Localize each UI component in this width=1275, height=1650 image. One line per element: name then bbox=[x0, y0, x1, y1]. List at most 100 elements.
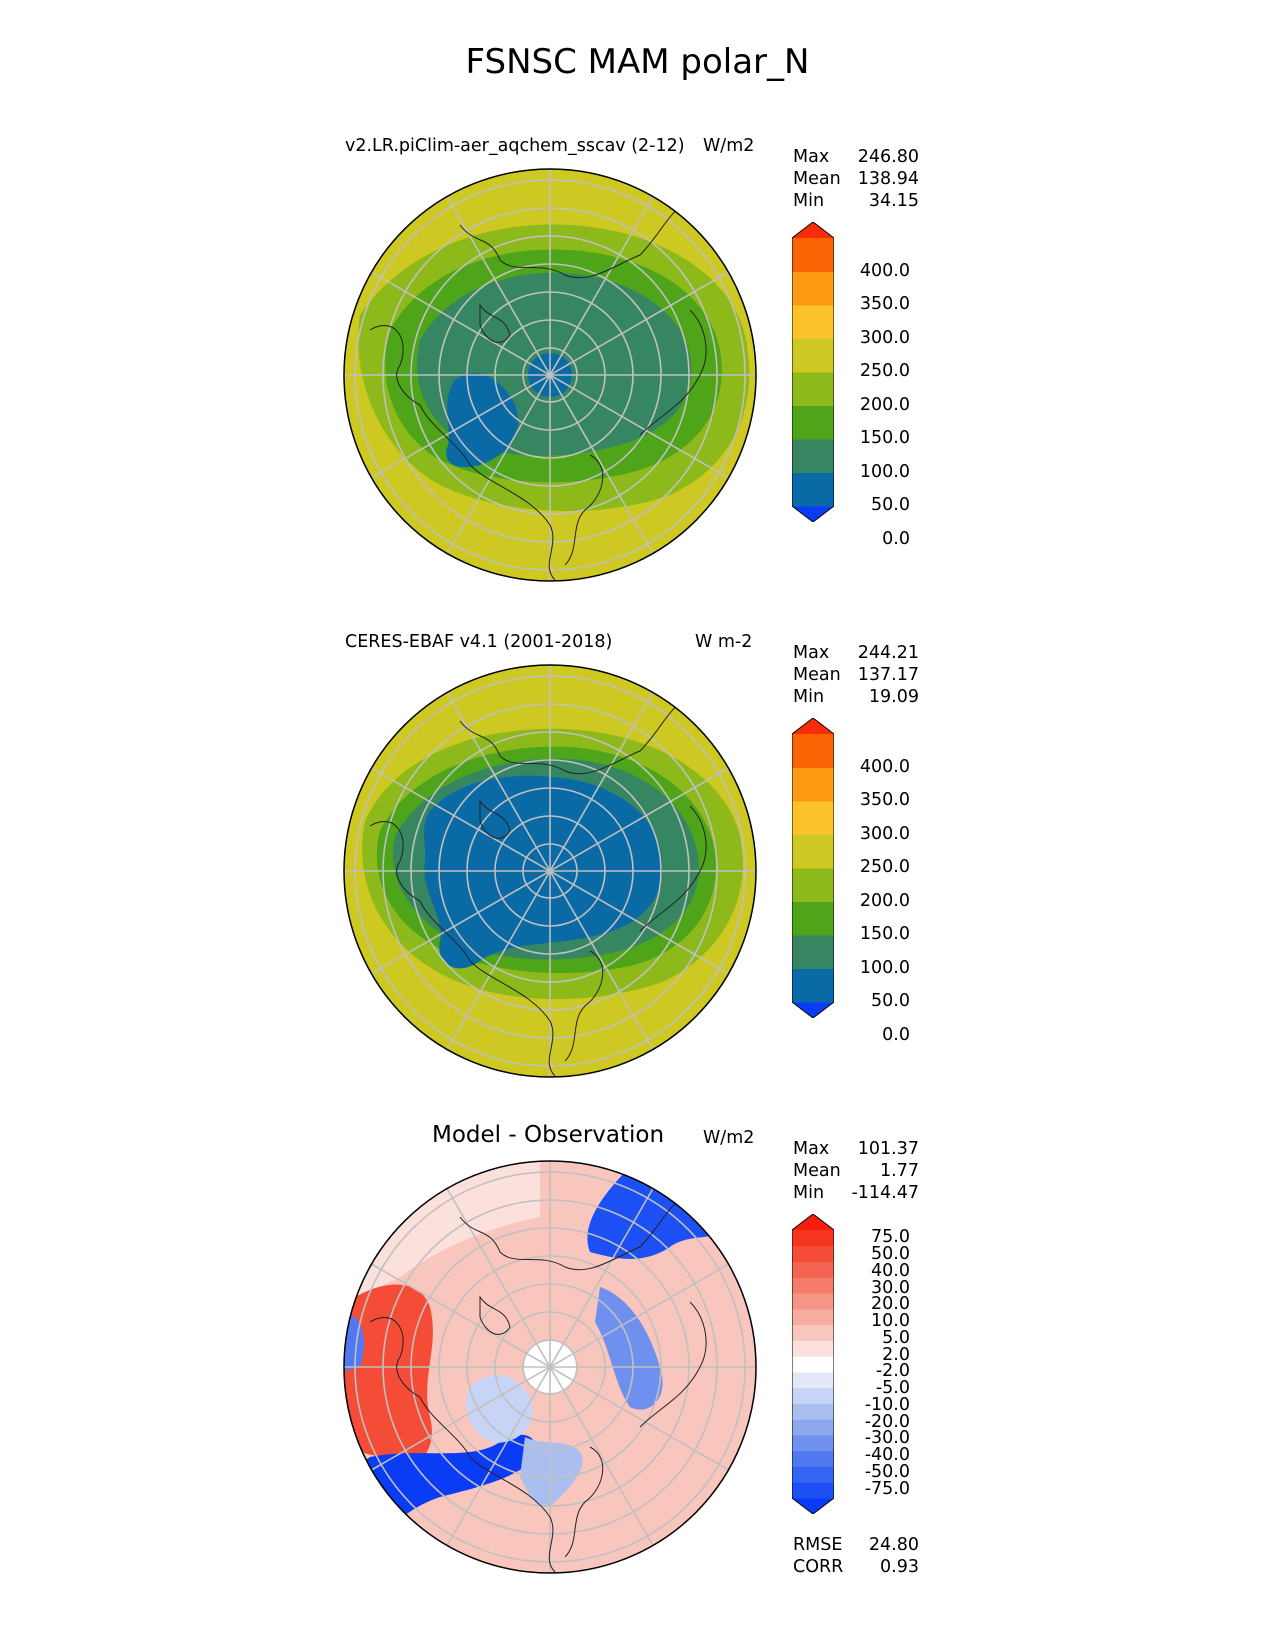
panel-2-colorbar bbox=[792, 718, 834, 1018]
colorbar-tick-label: 20.0 bbox=[871, 1294, 910, 1315]
colorbar-tick-label: 0.0 bbox=[882, 528, 910, 549]
panel-3-units: W/m2 bbox=[703, 1128, 755, 1148]
colorbar-segment bbox=[792, 1387, 834, 1404]
colorbar-tick-label: -20.0 bbox=[864, 1411, 910, 1432]
colorbar-segment bbox=[792, 1261, 834, 1278]
colorbar-tick-label: 50.0 bbox=[871, 495, 910, 515]
colorbar-extend-max bbox=[792, 222, 834, 238]
graticule bbox=[344, 665, 756, 1077]
mean-value: 138.94 bbox=[857, 169, 919, 189]
colorbar-segment bbox=[792, 1308, 834, 1326]
colorbar-extend-min bbox=[792, 1498, 834, 1514]
colorbar-extend-min bbox=[792, 506, 834, 522]
colorbar-segment bbox=[792, 834, 834, 869]
panel-3-metrics: RMSE 24.80 CORR 0.93 bbox=[793, 1534, 919, 1578]
colorbar-segment bbox=[792, 767, 834, 802]
colorbar-tick-label: -40.0 bbox=[864, 1445, 910, 1466]
colorbar-tick-label: 0.0 bbox=[882, 1024, 910, 1045]
colorbar-segment bbox=[792, 271, 834, 306]
map-boundary bbox=[343, 168, 757, 582]
colorbar-segment bbox=[792, 439, 834, 473]
colorbar-segment bbox=[792, 1466, 834, 1483]
graticule bbox=[344, 169, 756, 581]
map-fill-negative-east bbox=[595, 1287, 663, 1410]
colorbar-segment bbox=[792, 372, 834, 406]
max-value: 244.21 bbox=[857, 643, 919, 663]
mean-label: Mean bbox=[793, 665, 841, 685]
coastlines bbox=[369, 700, 707, 1077]
colorbar-extend-max bbox=[792, 1214, 834, 1230]
colorbar-segment bbox=[792, 338, 834, 373]
colorbar-segment bbox=[792, 734, 834, 768]
max-label: Max bbox=[793, 643, 830, 663]
colorbar-segment bbox=[792, 1450, 834, 1467]
panel-2-title: CERES-EBAF v4.1 (2001-2018) bbox=[345, 632, 613, 652]
colorbar-tick-label: -5.0 bbox=[875, 1378, 910, 1399]
colorbar-tick-label: -75.0 bbox=[864, 1478, 910, 1499]
colorbar-segment bbox=[792, 1482, 834, 1499]
colorbar-tick-label: 100.0 bbox=[859, 957, 910, 978]
panel-2-polar-map bbox=[343, 664, 757, 1078]
colorbar-tick-label: 350.0 bbox=[859, 790, 910, 810]
colorbar-segment bbox=[792, 1324, 834, 1341]
colorbar-tick-label: 10.0 bbox=[871, 1311, 910, 1332]
colorbar-tick-label: 250.0 bbox=[859, 857, 910, 877]
panel-1-units: W/m2 bbox=[703, 136, 755, 156]
panel-3-stats: Max 101.37 Mean 1.77 Min -114.47 bbox=[793, 1138, 919, 1204]
panel-3-title: Model - Observation bbox=[432, 1122, 665, 1148]
colorbar-segment bbox=[792, 1419, 834, 1436]
colorbar-segment bbox=[792, 1434, 834, 1452]
min-value: 19.09 bbox=[868, 687, 919, 707]
panel-2-units: W m-2 bbox=[695, 632, 753, 652]
map-fill-strong-positive bbox=[344, 1284, 433, 1465]
colorbar-segment bbox=[792, 968, 834, 1003]
max-value: 101.37 bbox=[857, 1139, 919, 1159]
colorbar-tick-label: 150.0 bbox=[859, 924, 910, 944]
colorbar-tick-label: 200.0 bbox=[859, 890, 910, 911]
colorbar-tick-label: -2.0 bbox=[875, 1361, 910, 1382]
colorbar-tick-label: 5.0 bbox=[882, 1327, 910, 1348]
graticule bbox=[344, 1161, 756, 1573]
colorbar-segment bbox=[792, 1277, 834, 1294]
min-label: Min bbox=[793, 1183, 825, 1203]
colorbar-tick-label: 40.0 bbox=[871, 1260, 910, 1281]
colorbar-tick-label: 75.0 bbox=[871, 1227, 910, 1248]
max-value: 246.80 bbox=[857, 147, 919, 167]
colorbar-segment bbox=[792, 1356, 834, 1373]
colorbar-tick-label: 250.0 bbox=[859, 361, 910, 381]
colorbar-tick-label: 50.0 bbox=[871, 1244, 910, 1265]
min-label: Min bbox=[793, 191, 825, 211]
max-label: Max bbox=[793, 147, 830, 167]
colorbar-segment bbox=[792, 868, 834, 902]
min-value: 34.15 bbox=[868, 191, 919, 211]
colorbar-segment bbox=[792, 1230, 834, 1247]
colorbar-segment bbox=[792, 935, 834, 969]
mean-value: 1.77 bbox=[880, 1161, 919, 1181]
colorbar-tick-label: 200.0 bbox=[859, 394, 910, 415]
colorbar-segment bbox=[792, 305, 834, 339]
panel-1-stats: Max 246.80 Mean 138.94 Min 34.15 bbox=[793, 146, 919, 212]
colorbar-tick-label: -10.0 bbox=[864, 1394, 910, 1415]
map-fill-negative-south bbox=[520, 1437, 583, 1508]
colorbar-tick-label: 300.0 bbox=[859, 823, 910, 844]
colorbar-segment bbox=[792, 1371, 834, 1389]
colorbar-segment bbox=[792, 1293, 834, 1310]
colorbar-segment bbox=[792, 1340, 834, 1357]
rmse-value: 24.80 bbox=[868, 1535, 919, 1555]
figure-title: FSNSC MAM polar_N bbox=[465, 42, 810, 82]
colorbar-segment bbox=[792, 238, 834, 272]
colorbar-extend-max bbox=[792, 718, 834, 734]
coastlines bbox=[369, 1196, 707, 1573]
coastlines bbox=[369, 204, 707, 581]
mean-label: Mean bbox=[793, 169, 841, 189]
colorbar-segment bbox=[792, 801, 834, 835]
panel-3-polar-map bbox=[343, 1160, 757, 1574]
map-boundary bbox=[343, 664, 757, 1078]
panel-2-stats: Max 244.21 Mean 137.17 Min 19.09 bbox=[793, 642, 919, 708]
colorbar-tick-label: 100.0 bbox=[859, 461, 910, 482]
min-value: -114.47 bbox=[851, 1183, 919, 1203]
colorbar-tick-label: 350.0 bbox=[859, 294, 910, 314]
colorbar-tick-label: 150.0 bbox=[859, 428, 910, 448]
colorbar-tick-label: 300.0 bbox=[859, 327, 910, 348]
colorbar-segment bbox=[792, 1403, 834, 1420]
